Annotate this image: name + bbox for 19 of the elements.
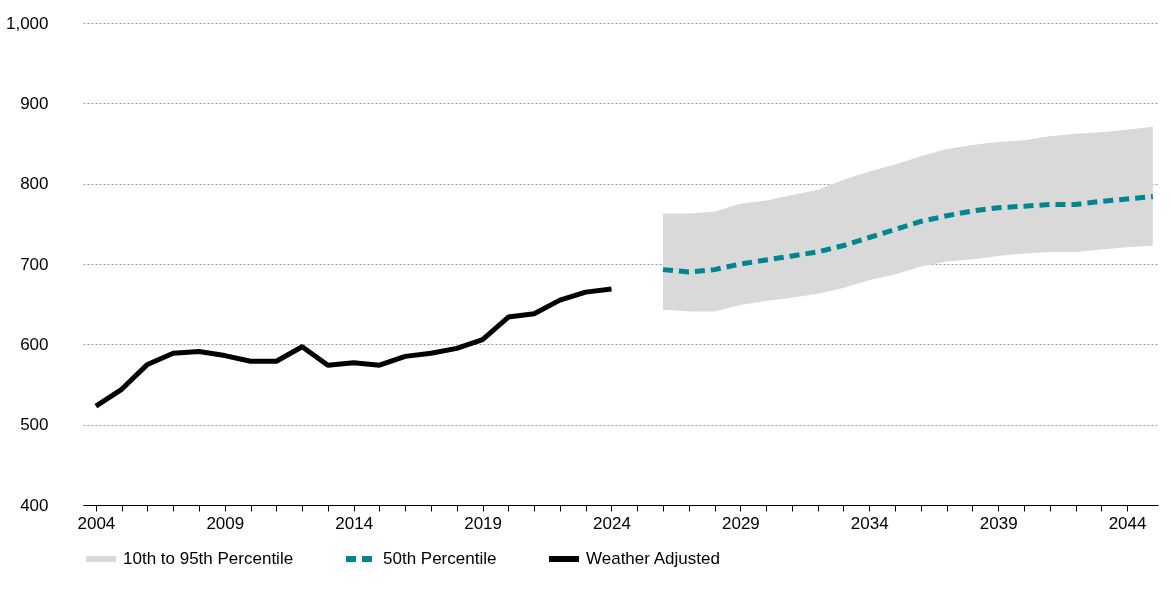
x-tick-label: 2029 <box>721 513 760 533</box>
y-tick-label: 600 <box>20 334 49 354</box>
y-tick-label: 800 <box>20 174 49 194</box>
x-tick-label: 2019 <box>464 513 502 533</box>
x-tick-label: 2044 <box>1108 513 1147 533</box>
x-tick-label: 2014 <box>335 513 374 533</box>
y-tick-label: 500 <box>20 415 49 435</box>
y-tick-label: 700 <box>20 254 49 274</box>
legend-label: Weather Adjusted <box>586 549 720 568</box>
legend-label: 10th to 95th Percentile <box>123 549 294 568</box>
y-tick-label: 1,000 <box>5 13 49 33</box>
y-tick-label: 900 <box>20 93 49 113</box>
x-tick-label: 2004 <box>77 513 116 533</box>
legend-label: 50th Percentile <box>383 549 497 568</box>
x-tick-label: 2024 <box>593 513 631 533</box>
y-tick-label: 400 <box>20 495 49 515</box>
x-tick-label: 2039 <box>979 513 1018 533</box>
x-tick-label: 2009 <box>206 513 245 533</box>
x-tick-label: 2034 <box>850 513 889 533</box>
